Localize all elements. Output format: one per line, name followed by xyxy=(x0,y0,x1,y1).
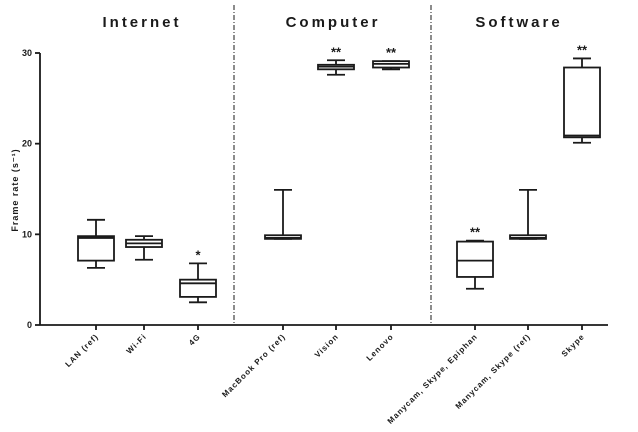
box-plot-item: ** xyxy=(456,225,494,290)
iqr-box xyxy=(509,234,547,240)
significance-marker: ** xyxy=(386,45,397,60)
x-tick-label: Skype xyxy=(560,332,587,359)
box-plot-item: ** xyxy=(372,45,410,71)
x-tick-label: Wi-Fi xyxy=(125,332,149,356)
boxes: *** ****** xyxy=(77,42,601,304)
box-plot-item xyxy=(77,218,115,269)
box-plot-item xyxy=(509,189,547,240)
box-plot-item xyxy=(125,235,163,261)
group-separators xyxy=(233,5,432,325)
iqr-box xyxy=(456,240,494,278)
group-title: Software xyxy=(475,14,562,31)
significance-marker: ** xyxy=(470,225,481,240)
iqr-box xyxy=(563,66,601,139)
box-plot-item: ** xyxy=(563,42,601,144)
y-axis: 0 10 20 30 xyxy=(22,48,41,330)
group-title: Internet xyxy=(102,14,181,31)
group-title: Computer xyxy=(286,14,381,31)
significance-marker: ** xyxy=(577,42,588,57)
iqr-box xyxy=(77,235,115,262)
y-tick-label: 10 xyxy=(22,229,32,239)
iqr-box xyxy=(264,234,302,240)
significance-marker: ** xyxy=(331,44,342,59)
x-tick-label: Manycam, Skype, Epiphan xyxy=(386,332,480,426)
y-tick-label: 0 xyxy=(27,320,32,330)
y-tick-label: 20 xyxy=(22,139,32,149)
x-tick-label: LAN (ref) xyxy=(63,332,100,369)
box-plot-item: ** xyxy=(317,44,355,76)
x-tick-label: MacBook Pro (ref) xyxy=(220,332,287,399)
x-axis: LAN (ref) Wi-Fi 4G MacBook Pro (ref) Vision L… xyxy=(40,324,608,426)
y-tick-label: 30 xyxy=(22,48,32,58)
group-titles: Internet Computer Software xyxy=(102,14,562,31)
x-tick-label: 4G xyxy=(187,332,202,347)
significance-marker: * xyxy=(195,247,201,262)
box-plot-item xyxy=(264,189,302,240)
box-plot-item: * xyxy=(179,247,217,304)
x-tick-label: Vision xyxy=(313,332,340,359)
x-tick-label: Lenovo xyxy=(365,332,396,363)
y-axis-label: Frame rate (s⁻¹) xyxy=(10,148,20,231)
iqr-box xyxy=(179,278,217,298)
